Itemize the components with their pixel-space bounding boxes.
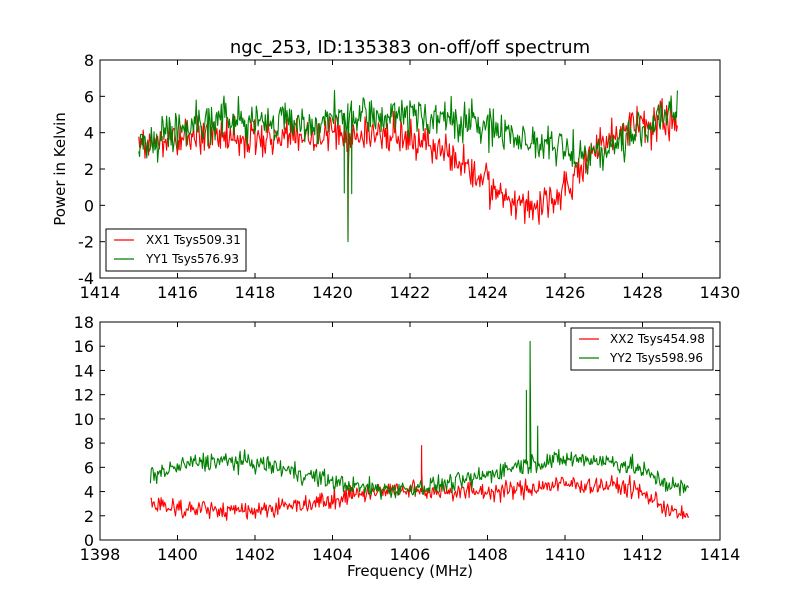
top-legend: XX1 Tsys509.31 YY1 Tsys576.93 (105, 228, 247, 272)
top-y-tick-label: 8 (84, 51, 94, 70)
bottom-plot-area (149, 340, 690, 521)
top-x-tick-label: 1420 (312, 283, 353, 302)
bottom-y-tick-label: 10 (74, 410, 94, 429)
top-series-line-yy (138, 90, 678, 243)
bottom-y-tick-label: 4 (84, 483, 94, 502)
bottom-x-tick-label: 1398 (80, 545, 121, 564)
top-x-tick-label: 1414 (80, 283, 121, 302)
top-x-tick-label: 1428 (622, 283, 663, 302)
top-x-tick-label: 1418 (235, 283, 276, 302)
top-y-tick-label: 2 (84, 160, 94, 179)
top-legend-label-xx1: XX1 Tsys509.31 (146, 233, 241, 247)
bottom-legend-box (570, 327, 714, 371)
bottom-x-tick-label: 1404 (312, 545, 353, 564)
bottom-x-tick-label: 1410 (545, 545, 586, 564)
top-x-tick-label: 1426 (545, 283, 586, 302)
bottom-legend-label-xx2: XX2 Tsys454.98 (610, 332, 705, 346)
bottom-series-line-xx (150, 444, 690, 521)
top-x-tick-label: 1422 (390, 283, 431, 302)
top-panel: ngc_253, ID:135383 on-off/off spectrum P… (51, 37, 740, 302)
top-y-tick-label: 4 (84, 124, 94, 143)
bottom-legend: XX2 Tsys454.98 YY2 Tsys598.96 (570, 327, 714, 371)
bottom-x-tick-label: 1402 (235, 545, 276, 564)
top-x-tick-label: 1430 (700, 283, 741, 302)
bottom-y-tick-label: 18 (74, 313, 94, 332)
bottom-series-line-yy (149, 340, 690, 500)
bottom-x-tick-label: 1414 (700, 545, 741, 564)
top-ticks: 1414 1416 1418 1420 1422 1424 1426 1428 1430 -4 -2… (78, 51, 740, 302)
bottom-y-tick-label: 8 (84, 434, 94, 453)
bottom-y-tick-label: 14 (74, 361, 94, 380)
bottom-x-tick-label: 1408 (467, 545, 508, 564)
bottom-y-tick-label: 12 (74, 386, 94, 405)
top-y-tick-label: -2 (78, 233, 94, 252)
bottom-x-axis-label: Frequency (MHz) (347, 562, 473, 580)
top-chart-title: ngc_253, ID:135383 on-off/off spectrum (230, 37, 590, 58)
bottom-y-tick-label: 2 (84, 507, 94, 526)
top-legend-label-yy1: YY1 Tsys576.93 (145, 252, 239, 266)
top-legend-box (105, 228, 247, 272)
bottom-x-tick-label: 1406 (390, 545, 431, 564)
top-x-tick-label: 1416 (157, 283, 198, 302)
top-y-tick-label: -4 (78, 269, 94, 288)
top-y-tick-label: 0 (84, 196, 94, 215)
bottom-y-tick-label: 6 (84, 458, 94, 477)
bottom-y-tick-label: 0 (84, 531, 94, 550)
bottom-legend-label-yy2: YY2 Tsys598.96 (609, 351, 703, 365)
bottom-panel: Frequency (MHz) 1398 1400 1402 1404 1406 1408… (74, 313, 741, 580)
top-y-axis-label: Power in Kelvin (51, 112, 69, 226)
bottom-ticks: 1398 1400 1402 1404 1406 1408 1410 1412 14140246… (74, 313, 741, 564)
top-x-tick-label: 1424 (467, 283, 508, 302)
bottom-x-tick-label: 1412 (622, 545, 663, 564)
bottom-y-tick-label: 16 (74, 337, 94, 356)
top-y-tick-label: 6 (84, 87, 94, 106)
bottom-x-tick-label: 1400 (157, 545, 198, 564)
top-plot-area (138, 90, 678, 243)
